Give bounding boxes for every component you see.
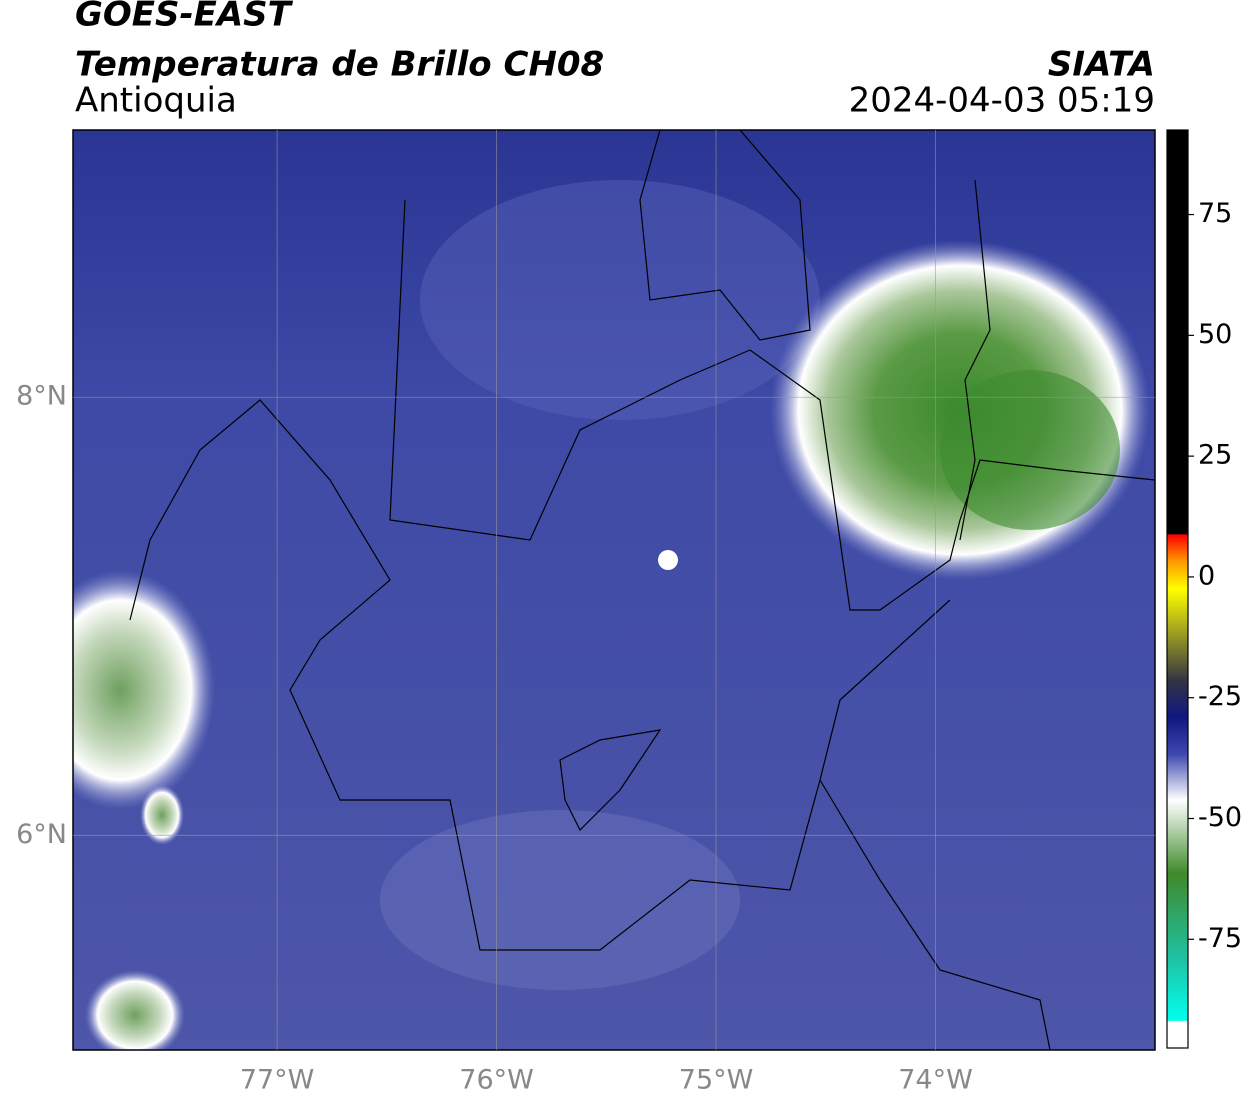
region: Antioquia	[75, 81, 237, 121]
y-tick-label: 8°N	[16, 381, 67, 412]
colorbar-tick-label: 50	[1198, 319, 1232, 350]
colorbar-tick-label: 25	[1198, 440, 1232, 471]
datetime: 2024-04-03 05:19	[849, 81, 1155, 121]
title: GOES-EAST	[75, 0, 294, 35]
x-tick-label: 75°W	[679, 1065, 754, 1096]
colorbar-tick-label: 0	[1198, 560, 1215, 591]
colorbar-tick-label: -75	[1198, 923, 1242, 954]
map-frame	[72, 129, 1156, 1051]
x-tick-label: 76°W	[459, 1065, 534, 1096]
colorbar	[1166, 129, 1189, 1049]
map-image	[73, 130, 1155, 1050]
source: SIATA	[1048, 45, 1155, 85]
colorbar-tick-label: 75	[1198, 198, 1232, 229]
colorbar-tick-label: -25	[1198, 681, 1242, 712]
x-tick-label: 74°W	[898, 1065, 973, 1096]
subtitle: Temperatura de Brillo CH08	[75, 45, 604, 85]
x-tick-label: 77°W	[240, 1065, 315, 1096]
colorbar-tick-label: -50	[1198, 802, 1242, 833]
y-tick-label: 6°N	[16, 819, 67, 850]
